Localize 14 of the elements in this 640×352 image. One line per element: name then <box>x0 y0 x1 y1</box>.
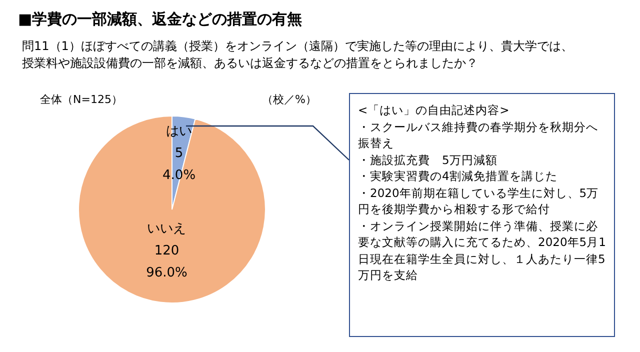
text: ・スクールバス維持費の春学期分を秋期分へ振替え <box>358 118 599 152</box>
chart-title: ■学費の一部減額、返金などの措置の有無 <box>18 10 302 29</box>
text: 問11（1）ほぼすべての講義（授業）をオンライン（遠隔）で実施した等の理由により、貴大学では、授業料や施設設備費の一部を減額、あるいは返金するなどの措置をとられましたか？ <box>22 38 574 72</box>
text: （校／%） <box>262 92 316 107</box>
text: ・2020年前期在籍している学生に対し、5万円を後期学費から相殺する形で給付 <box>358 184 600 218</box>
text: ・施設拡充費 5万円減額 <box>358 152 498 168</box>
text: 全体（N=125） <box>40 92 122 107</box>
slice-label: はい <box>166 124 192 140</box>
text: <「はい」の自由記述内容> <box>358 102 510 118</box>
text: ・オンライン授業開始に伴う準備、授業に必要な文献等の購入に充てるため、2020年5月1日現在在籍学生全員に対し、１人あたり一律5万円を支給 <box>358 218 606 284</box>
data-label: 5 4.0% <box>162 146 196 184</box>
text: ・実験実習費の4割減免措置を講じた <box>358 168 558 184</box>
data-label: 120 96.0% <box>146 244 188 281</box>
slice-label: いいえ <box>147 222 186 237</box>
